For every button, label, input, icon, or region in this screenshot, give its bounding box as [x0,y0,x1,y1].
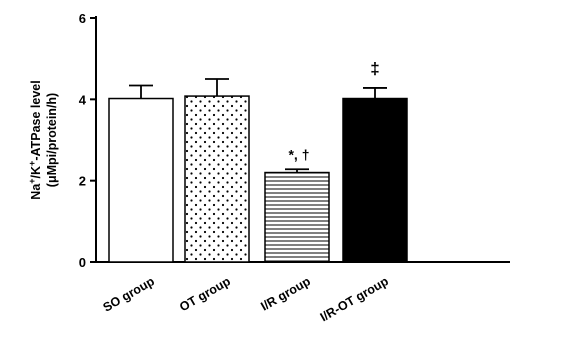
y-tick-label: 4 [79,92,87,107]
annotations: *, † ‡ [288,59,379,162]
y-title-segment: -ATPase level [29,80,43,160]
bar-3 [264,171,330,263]
y-axis-title-line2: (μMpi/protein/h) [45,93,59,187]
category-label-2: OT group [177,274,233,314]
category-label-3: I/R group [258,274,313,314]
y-tick-label: 6 [79,11,86,26]
y-title-segment: Na [29,183,43,200]
category-label-1: SO group [101,274,158,315]
bar-2 [184,95,250,263]
annotation-3: *, † [288,146,309,162]
annotation-4: ‡ [370,59,379,78]
y-title-superscript: + [27,178,37,183]
y-title-superscript: + [27,161,37,166]
bar-4 [342,97,408,263]
category-labels: SO group OT group I/R group I/R-OT group [101,274,392,324]
y-axis-title: Na+/K+-ATPase level (μMpi/protein/h) [27,80,59,199]
category-label-4: I/R-OT group [318,274,391,324]
y-axis-title-line1: Na+/K+-ATPase level [27,80,43,199]
y-tick-label: 2 [79,174,86,189]
y-ticks: 0 2 4 6 [79,11,96,270]
y-title-segment: /K [29,166,43,179]
y-axis-title-group: Na+/K+-ATPase level (μMpi/protein/h) [27,80,59,199]
y-tick-label: 0 [79,255,86,270]
error-bars [129,78,387,173]
bar-1 [108,97,174,263]
bars [108,95,408,263]
